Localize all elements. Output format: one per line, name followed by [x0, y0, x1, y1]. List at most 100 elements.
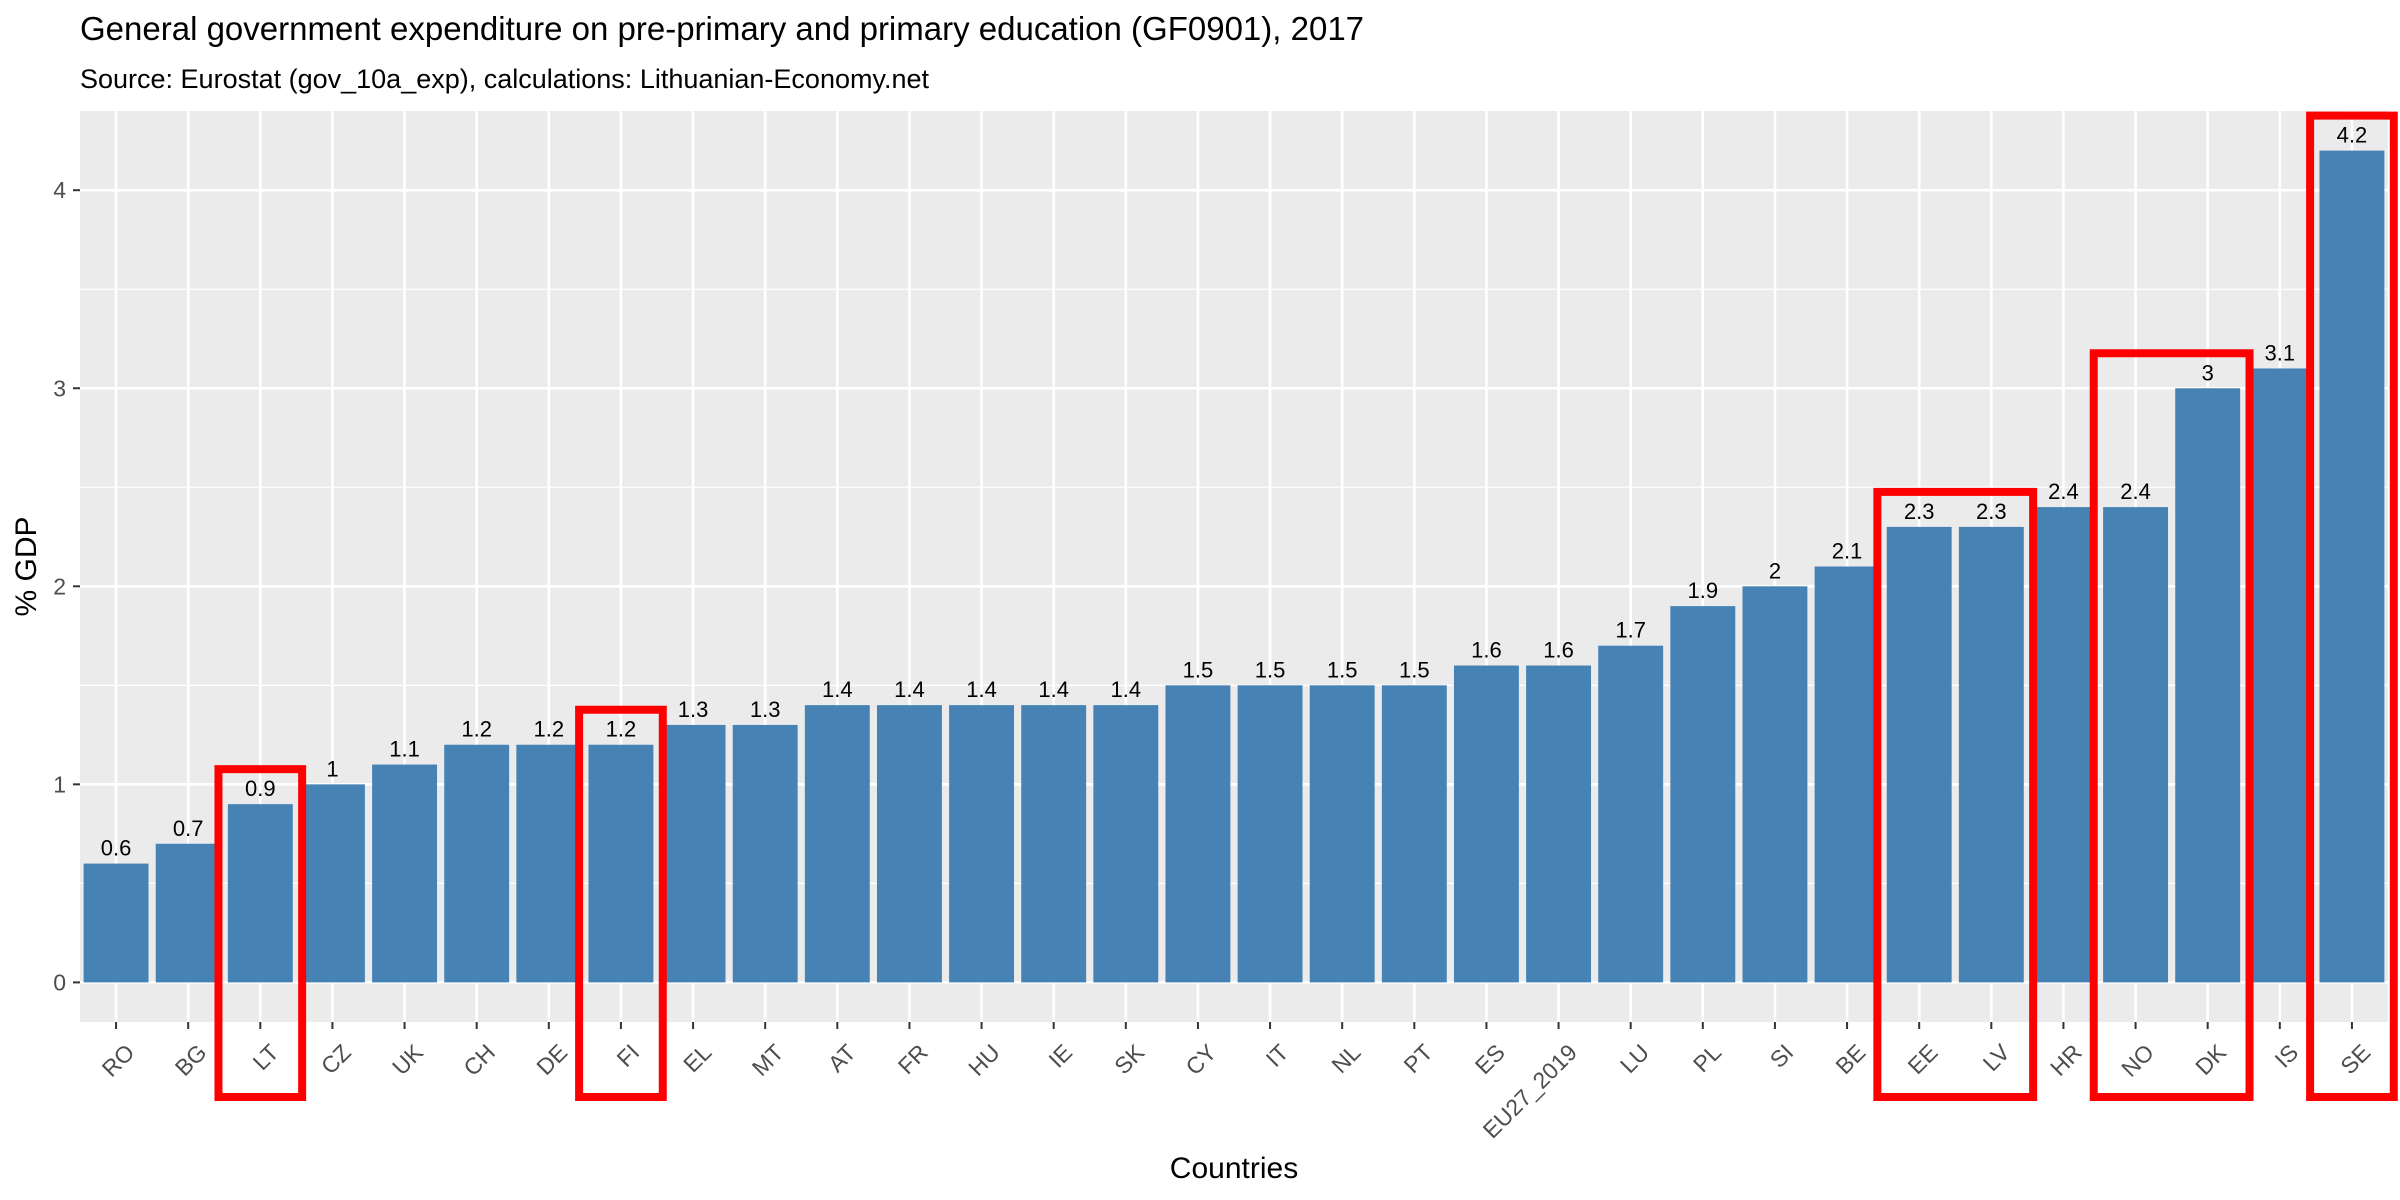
value-label: 1.2: [461, 717, 492, 742]
x-tick-label: IT: [1261, 1039, 1294, 1072]
bar-hr: [2030, 507, 2096, 983]
highlight-box-no-dk: [2089, 349, 2254, 1101]
bar-eu27_2019: [1526, 665, 1592, 983]
x-tick-label: SE: [2335, 1039, 2375, 1079]
x-tick-label: LV: [1978, 1039, 2016, 1077]
highlight-box-ee-lv: [1873, 487, 2038, 1101]
value-label: 3: [2202, 360, 2214, 385]
bar-ro: [83, 863, 149, 983]
bar-it: [1237, 685, 1303, 983]
bar-lu: [1598, 645, 1664, 983]
bar-bg: [155, 843, 221, 983]
bar-mt: [732, 724, 798, 983]
value-label: 1.4: [1038, 677, 1069, 702]
value-label: 1.3: [678, 697, 709, 722]
bar-uk: [372, 764, 438, 983]
value-label: 2.4: [2048, 479, 2079, 504]
value-label: 1.5: [1183, 657, 1214, 682]
x-tick-label: IE: [1043, 1039, 1077, 1073]
value-label: 2.1: [1832, 539, 1863, 564]
x-tick-label: HR: [2045, 1039, 2087, 1081]
bar-si: [1742, 586, 1808, 983]
value-label: 4.2: [2337, 123, 2368, 148]
value-label: 2: [1769, 558, 1781, 583]
x-tick-label: BG: [170, 1039, 212, 1081]
bar-dk: [2175, 388, 2241, 983]
value-label: 2.3: [1904, 499, 1935, 524]
highlight-layer: [214, 111, 2398, 1101]
bar-cz: [299, 784, 365, 983]
highlight-box-lt: [214, 765, 307, 1101]
value-label: 0.7: [173, 816, 204, 841]
bar-pt: [1381, 685, 1447, 983]
value-label: 1.4: [822, 677, 853, 702]
x-tick-label: NO: [2116, 1039, 2159, 1082]
value-label: 1.5: [1399, 657, 1430, 682]
bar-is: [2247, 368, 2313, 983]
x-tick-label: EE: [1903, 1039, 1943, 1079]
y-tick-label: 2: [53, 573, 66, 599]
x-tick-label: DE: [531, 1039, 572, 1080]
bar-ch: [444, 744, 510, 983]
x-axis-title: Countries: [1170, 1152, 1298, 1185]
value-label: 1.1: [389, 737, 420, 762]
value-label: 1.9: [1688, 578, 1719, 603]
x-tick-label: PL: [1688, 1039, 1726, 1077]
x-tick-label: DK: [2190, 1039, 2231, 1080]
x-tick-label: SK: [1109, 1039, 1150, 1080]
value-label: 0.6: [101, 836, 132, 861]
bar-es: [1453, 665, 1519, 983]
x-tick-label: SI: [1765, 1039, 1799, 1073]
y-tick-label: 3: [53, 375, 66, 401]
x-tick-label: RO: [97, 1039, 140, 1082]
value-label: 1.4: [966, 677, 997, 702]
y-tick-label: 0: [53, 969, 66, 995]
value-label: 2.4: [2120, 479, 2151, 504]
y-tick-label: 1: [53, 771, 66, 797]
value-label: 1.3: [750, 697, 781, 722]
value-label: 0.9: [245, 776, 276, 801]
value-label-layer: 0.6 0.7 0.9 1 1.1 1.2 1.2 1.2 1.3 1.3 1.4 1.4 1.4 1.4…: [101, 123, 2367, 861]
x-tick-label: AT: [823, 1039, 861, 1077]
x-tick-label: LU: [1615, 1039, 1654, 1078]
bar-pl: [1670, 606, 1736, 983]
bar-se: [2319, 150, 2385, 983]
y-tick-label: 4: [53, 177, 66, 203]
value-label: 1.6: [1471, 638, 1502, 663]
value-label: 1.4: [1111, 677, 1142, 702]
value-label: 1.7: [1615, 618, 1646, 643]
value-label: 3.1: [2265, 340, 2296, 365]
x-tick-label: NL: [1326, 1039, 1365, 1078]
y-axis: 0 1 2 3 4: [53, 177, 80, 995]
value-label: 1.5: [1327, 657, 1358, 682]
chart-subtitle: Source: Eurostat (gov_10a_exp), calculat…: [80, 64, 929, 94]
value-label: 1.4: [894, 677, 925, 702]
x-tick-label: MT: [747, 1039, 789, 1081]
x-tick-label: IS: [2269, 1039, 2303, 1073]
x-tick-label: CH: [458, 1039, 500, 1081]
x-tick-label: LT: [248, 1039, 284, 1075]
x-tick-label: ES: [1470, 1039, 1510, 1079]
value-label: 1: [326, 756, 338, 781]
value-label: 1.2: [606, 717, 637, 742]
x-tick-label: BE: [1830, 1039, 1870, 1079]
bar-ee: [1886, 526, 1952, 983]
value-label: 1.6: [1543, 638, 1574, 663]
bar-be: [1814, 566, 1880, 983]
bar-fi: [588, 744, 654, 983]
bar-no: [2103, 507, 2169, 983]
x-tick-label: FR: [893, 1039, 933, 1079]
bar-ie: [1021, 705, 1087, 983]
x-tick-label: UK: [387, 1039, 428, 1080]
x-tick-label: PT: [1399, 1039, 1438, 1078]
bar-el: [660, 724, 726, 983]
bar-de: [516, 744, 582, 983]
bar-layer: [83, 150, 2385, 983]
bar-fr: [876, 705, 942, 983]
highlight-box-se: [2306, 111, 2398, 1101]
bar-sk: [1093, 705, 1159, 983]
value-label: 1.5: [1255, 657, 1286, 682]
bar-nl: [1309, 685, 1375, 983]
